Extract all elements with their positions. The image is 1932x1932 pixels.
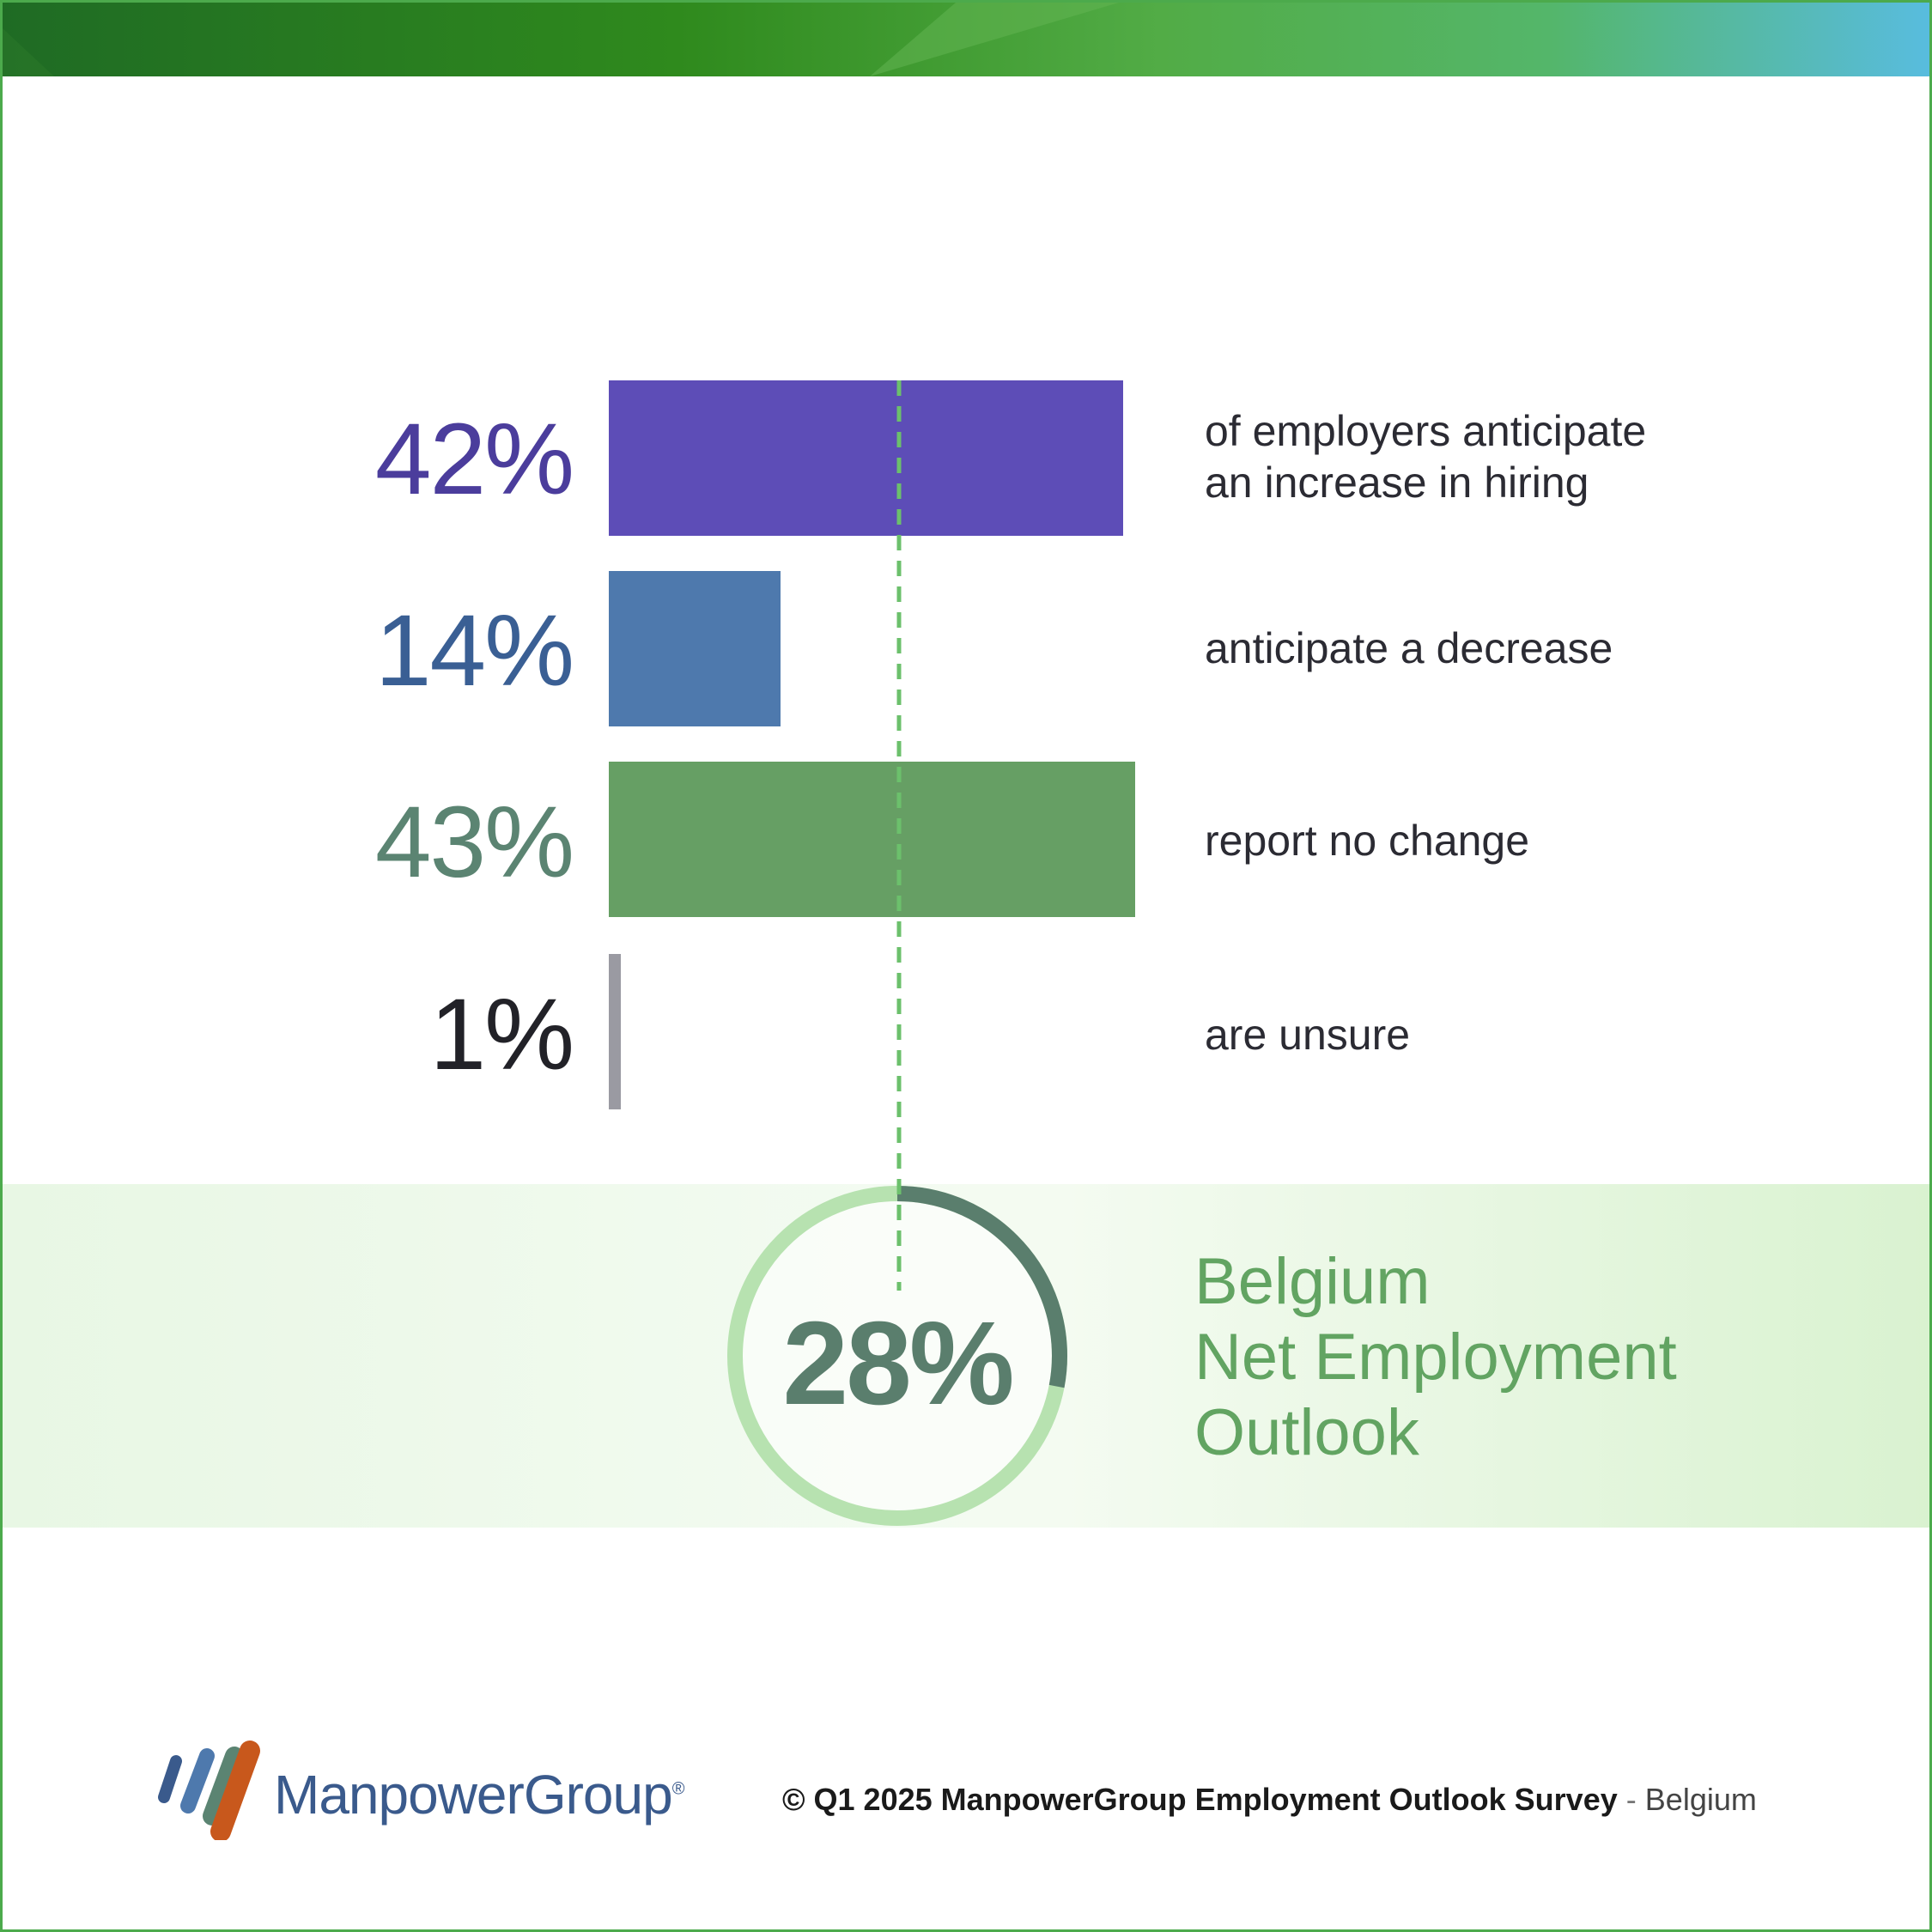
dashed-guide-line <box>896 380 902 1291</box>
row-label-decrease-line-1: anticipate a decrease <box>1205 624 1613 672</box>
bar-increase <box>609 380 1123 536</box>
row-label-increase-line-2: an increase in hiring <box>1205 459 1589 507</box>
footer-separator: - <box>1625 1782 1637 1817</box>
row-label-unsure: are unsure <box>1205 1009 1410 1060</box>
bar-decrease <box>609 571 781 726</box>
row-label-increase: of employers anticipate an increase in h… <box>1205 405 1646 508</box>
footer-country: Belgium <box>1644 1782 1757 1817</box>
registered-mark: ® <box>671 1779 685 1799</box>
neo-title-line-2: Net Employment <box>1194 1321 1677 1394</box>
manpowergroup-logo-icon <box>158 1741 260 1840</box>
neo-title: Belgium Net Employment Outlook <box>1194 1244 1677 1471</box>
header-gradient-band <box>3 3 1929 76</box>
value-label-no-change: 43% <box>374 786 574 899</box>
row-label-no-change-line-1: report no change <box>1205 817 1530 865</box>
neo-value: 28% <box>782 1297 1014 1430</box>
row-label-unsure-line-1: are unsure <box>1205 1011 1411 1059</box>
brand-name: ManpowerGroup <box>274 1764 673 1826</box>
value-label-increase: 42% <box>374 403 574 516</box>
footer-source: © Q1 2025 ManpowerGroup Employment Outlo… <box>782 1782 1757 1818</box>
value-label-decrease: 14% <box>374 594 574 708</box>
value-label-unsure: 1% <box>429 978 574 1091</box>
neo-title-line-1: Belgium <box>1194 1245 1431 1318</box>
bar-no-change <box>609 762 1135 917</box>
footer-copyright: © Q1 2025 ManpowerGroup Employment Outlo… <box>782 1782 1618 1817</box>
row-label-decrease: anticipate a decrease <box>1205 623 1613 674</box>
bar-unsure <box>609 954 622 1109</box>
row-label-no-change: report no change <box>1205 815 1529 866</box>
manpowergroup-logo-text: ManpowerGroup® <box>274 1763 685 1826</box>
row-label-increase-line-1: of employers anticipate <box>1205 407 1647 455</box>
neo-title-line-3: Outlook <box>1194 1396 1419 1469</box>
